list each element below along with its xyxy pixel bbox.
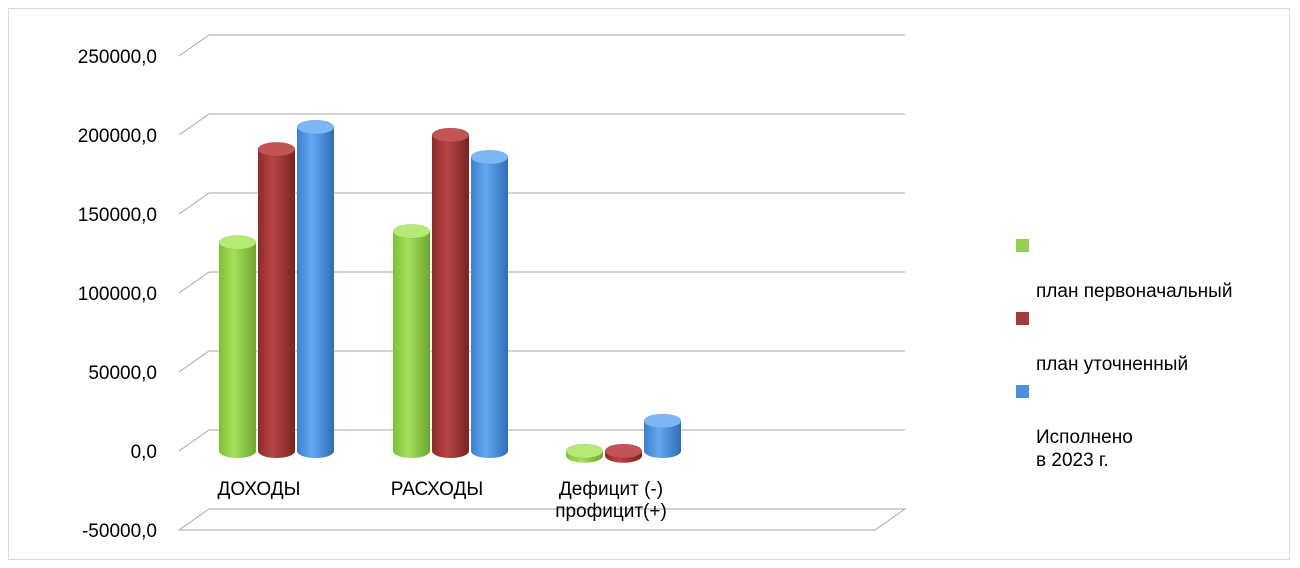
x-category-label-1: ДОХОДЫ <box>218 479 301 500</box>
legend-item-series-2: план уточненный <box>1014 307 1294 376</box>
legend-label-series-1: план первоначальный <box>1036 281 1233 302</box>
bar-series-3-1 <box>296 119 335 458</box>
y-tick-label: 250000,0 <box>78 47 157 68</box>
y-tick-label: 100000,0 <box>78 284 157 305</box>
legend-item-series-1: план первоначальный <box>1014 234 1294 303</box>
bar-series-3-3 <box>643 413 682 458</box>
y-tick-label: 0,0 <box>131 442 157 463</box>
gridline-side <box>178 113 210 136</box>
legend-label-series-3: Исполнено в 2023 г. <box>1036 427 1133 471</box>
gridline-side <box>178 429 210 452</box>
bars <box>218 119 682 463</box>
legend-swatch-series-1 <box>1016 239 1029 252</box>
legend-label-series-2: план уточненный <box>1036 354 1189 375</box>
legend-item-series-3: Исполнено в 2023 г. <box>1014 380 1294 472</box>
bar-series-1-1 <box>218 235 257 458</box>
y-tick-label: 150000,0 <box>78 205 157 226</box>
chart-floor <box>177 508 907 531</box>
legend-swatch-series-2 <box>1016 312 1029 325</box>
bar-series-3-2 <box>470 149 509 458</box>
x-category-label-2: РАСХОДЫ <box>391 479 483 500</box>
bar-series-1-3 <box>565 443 604 463</box>
bar-series-2-1 <box>257 141 296 458</box>
x-category-label-3: Дефицит (-) профицит(+) <box>555 479 667 522</box>
y-tick-label: 50000,0 <box>88 363 157 384</box>
y-tick-label: -50000,0 <box>82 521 157 542</box>
gridline-side <box>178 34 210 57</box>
bar-series-2-3 <box>604 443 643 463</box>
x-axis-categories: ДОХОДЫ РАСХОДЫ Дефицит (-) профицит(+) <box>218 479 667 522</box>
y-tick-label: 200000,0 <box>78 126 157 147</box>
legend-swatch-series-3 <box>1016 385 1029 398</box>
y-axis-ticks: 250000,0 200000,0 150000,0 100000,0 50000,0 0… <box>78 47 157 542</box>
gridline-side <box>178 350 210 373</box>
legend: план первоначальный план уточненный Испо… <box>1014 234 1294 476</box>
gridline-side <box>178 271 210 294</box>
gridline-side <box>178 192 210 215</box>
floor-outline <box>177 508 907 531</box>
bar-series-2-2 <box>431 127 470 458</box>
bar-series-1-2 <box>392 224 431 458</box>
